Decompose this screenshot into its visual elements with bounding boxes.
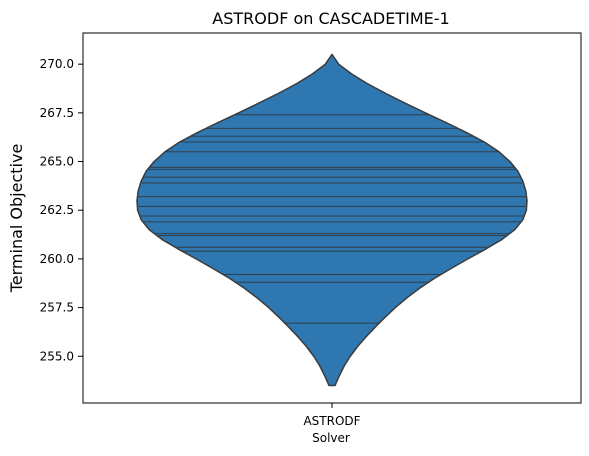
y-tick-label: 265.0 bbox=[40, 155, 74, 169]
y-axis: 255.0 257.5 260.0 262.5 265.0 267.5 270.0 bbox=[40, 57, 83, 363]
x-axis-label: Solver bbox=[312, 431, 350, 445]
y-tick-label: 257.5 bbox=[40, 301, 74, 315]
chart-title: ASTRODF on CASCADETIME-1 bbox=[212, 9, 449, 28]
x-tick-label: ASTRODF bbox=[303, 414, 360, 428]
y-axis-label: Terminal Objective bbox=[7, 144, 26, 294]
violin-astrodf bbox=[136, 53, 528, 387]
y-tick-label: 255.0 bbox=[40, 349, 74, 363]
y-tick-label: 270.0 bbox=[40, 57, 74, 71]
y-tick-label: 267.5 bbox=[40, 106, 74, 120]
y-tick-label: 262.5 bbox=[40, 203, 74, 217]
y-tick-label: 260.0 bbox=[40, 252, 74, 266]
violin-layer bbox=[136, 53, 528, 387]
observation-lines bbox=[138, 114, 526, 324]
x-axis: ASTRODF bbox=[303, 403, 361, 428]
